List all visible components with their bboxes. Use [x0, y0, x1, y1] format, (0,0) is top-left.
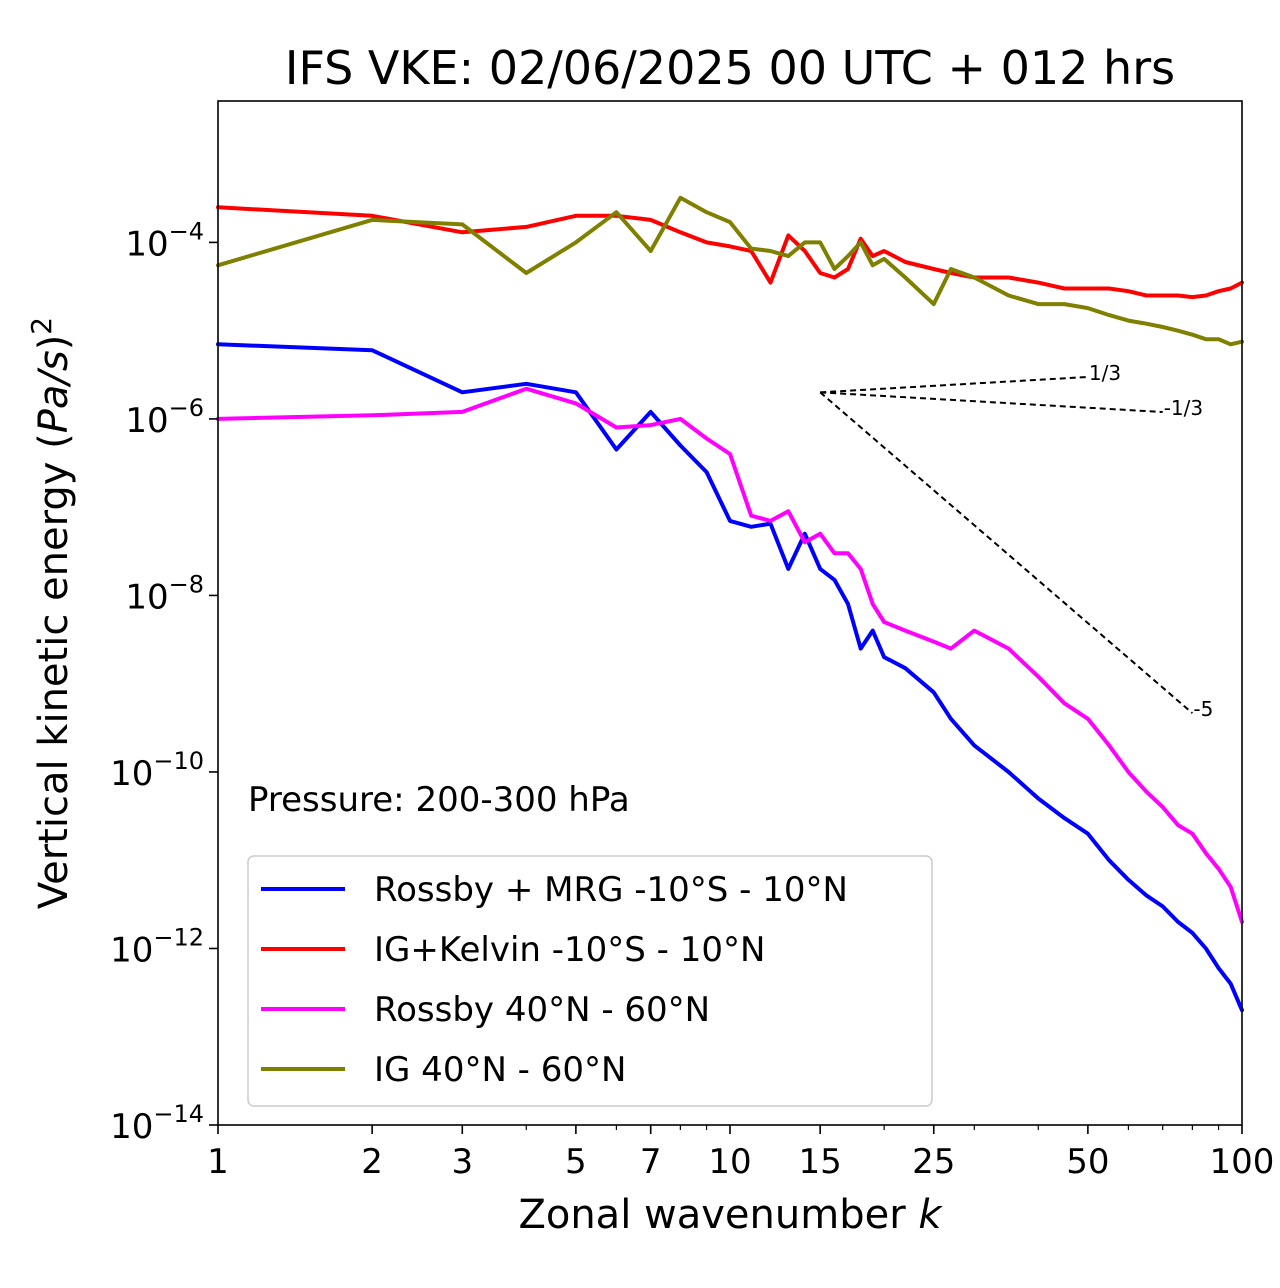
x-tick-label: 2 — [361, 1142, 383, 1182]
legend-label: IG 40°N - 60°N — [374, 1050, 626, 1090]
reference-line — [820, 391, 1163, 414]
pressure-annotation: Pressure: 200-300 hPa — [248, 780, 630, 820]
legend: Rossby + MRG -10°S - 10°N IG+Kelvin -10°S… — [247, 855, 933, 1107]
reference-line — [820, 375, 1088, 394]
series-line-rossby-40-n-60-n — [216, 386, 1244, 924]
y-axis: 10−14 10−12 10−10 10−8 10−6 10−4 — [110, 217, 218, 1147]
y-tick-label: 10−10 — [110, 747, 204, 794]
x-tick-label: 50 — [1066, 1142, 1109, 1182]
reference-line-label: -1/3 — [1164, 396, 1203, 420]
legend-label: Rossby 40°N - 60°N — [374, 990, 710, 1030]
y-tick-label: 10−14 — [110, 1100, 204, 1147]
legend-label: IG+Kelvin -10°S - 10°N — [374, 930, 765, 970]
reference-lines: 1/3 -1/3 -5 — [819, 361, 1213, 721]
x-tick-label: 10 — [708, 1142, 751, 1182]
x-tick-label: 7 — [640, 1142, 662, 1182]
series-line-ig-kelvin-10-s-10-n — [216, 205, 1244, 300]
y-tick-label: 10−6 — [125, 394, 204, 441]
x-tick-label: 5 — [565, 1142, 587, 1182]
x-tick-label: 15 — [799, 1142, 842, 1182]
x-tick-label: 100 — [1210, 1142, 1275, 1182]
reference-line — [819, 391, 1194, 714]
y-tick-label: 10−12 — [110, 923, 204, 970]
series-line-rossby-mrg-10-s-10-n — [216, 342, 1244, 1013]
legend-label: Rossby + MRG -10°S - 10°N — [374, 870, 848, 910]
x-axis-label: Zonal wavenumber k — [518, 1192, 943, 1238]
x-tick-label: 3 — [451, 1142, 473, 1182]
reference-line-label: -5 — [1193, 697, 1213, 721]
reference-line-label: 1/3 — [1089, 361, 1121, 385]
legend-frame — [247, 855, 933, 1107]
y-tick-label: 10−4 — [125, 217, 204, 264]
plot-lines — [216, 195, 1244, 1013]
x-axis: 1 2 3 5 7 10 15 25 50 100 — [207, 1125, 1274, 1182]
y-axis-label: Vertical kinetic energy (Pa/s)2 — [25, 317, 77, 909]
chart-title: IFS VKE: 02/06/2025 00 UTC + 012 hrs — [285, 41, 1175, 95]
x-tick-label: 25 — [912, 1142, 955, 1182]
y-tick-label: 10−8 — [125, 570, 204, 617]
series-line-ig-40-n-60-n — [216, 195, 1244, 347]
x-tick-label: 1 — [207, 1142, 229, 1182]
